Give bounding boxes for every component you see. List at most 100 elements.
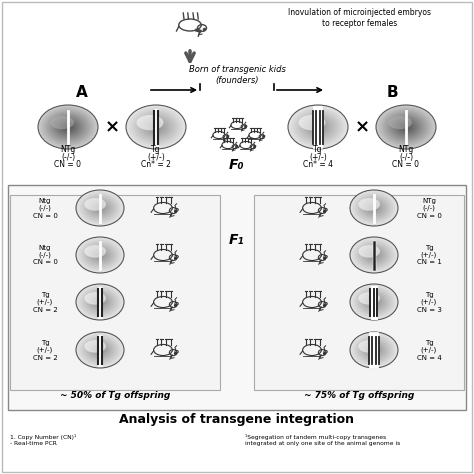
Ellipse shape [76,237,124,273]
Ellipse shape [395,119,417,135]
Ellipse shape [371,253,377,257]
Ellipse shape [65,125,71,129]
Text: CN = 0: CN = 0 [392,160,419,169]
Ellipse shape [397,120,415,134]
Ellipse shape [350,190,398,226]
Ellipse shape [126,105,186,149]
Ellipse shape [138,114,174,140]
Ellipse shape [39,106,97,148]
Ellipse shape [49,113,87,141]
Ellipse shape [372,206,376,210]
Ellipse shape [143,118,169,137]
Ellipse shape [83,290,117,315]
Ellipse shape [373,349,375,351]
Ellipse shape [80,335,120,365]
Ellipse shape [304,117,332,137]
Ellipse shape [80,193,120,223]
Ellipse shape [363,200,385,217]
Ellipse shape [357,290,391,315]
Ellipse shape [78,286,122,318]
Ellipse shape [297,111,339,142]
Ellipse shape [356,337,392,363]
Ellipse shape [315,125,321,129]
Ellipse shape [370,205,378,211]
Ellipse shape [356,241,392,269]
Ellipse shape [95,299,105,306]
Ellipse shape [91,343,109,356]
Text: Tg: Tg [41,292,49,298]
Ellipse shape [88,246,112,264]
Ellipse shape [381,109,431,146]
Ellipse shape [356,289,392,315]
FancyBboxPatch shape [8,185,466,410]
Ellipse shape [95,204,105,211]
Ellipse shape [97,347,103,352]
Text: (-/-): (-/-) [399,153,413,162]
Text: Tg: Tg [151,145,161,154]
Ellipse shape [301,115,335,139]
Ellipse shape [148,121,164,133]
Ellipse shape [147,120,165,134]
Ellipse shape [81,288,119,317]
Ellipse shape [356,195,392,221]
Text: (-/-): (-/-) [38,205,52,211]
Ellipse shape [296,111,340,143]
Text: (-/-): (-/-) [38,252,52,258]
Ellipse shape [149,122,163,132]
Ellipse shape [89,246,111,264]
Text: CN = 2: CN = 2 [33,355,57,361]
Ellipse shape [353,334,395,365]
Ellipse shape [78,333,122,367]
Ellipse shape [76,190,124,226]
Ellipse shape [372,348,376,352]
Ellipse shape [88,199,112,217]
Text: CN = 0: CN = 0 [55,160,82,169]
Ellipse shape [134,111,178,143]
Ellipse shape [139,115,173,139]
Ellipse shape [352,238,396,272]
Ellipse shape [84,243,116,267]
Ellipse shape [90,294,110,310]
Ellipse shape [369,251,379,259]
Ellipse shape [86,340,114,360]
Ellipse shape [79,239,121,271]
Ellipse shape [153,125,159,129]
Ellipse shape [385,111,427,142]
Ellipse shape [359,338,389,361]
Ellipse shape [82,337,118,363]
Ellipse shape [82,289,118,315]
Ellipse shape [91,201,109,215]
Ellipse shape [352,191,396,225]
Ellipse shape [288,105,348,149]
Text: Tg: Tg [425,245,433,250]
Ellipse shape [367,345,381,356]
Ellipse shape [86,198,114,218]
Ellipse shape [43,109,93,146]
Ellipse shape [89,293,111,310]
Ellipse shape [128,107,184,147]
Ellipse shape [360,340,388,360]
Ellipse shape [363,293,385,310]
Ellipse shape [84,196,116,220]
Ellipse shape [363,246,385,264]
Ellipse shape [83,242,117,268]
Ellipse shape [86,291,114,313]
Ellipse shape [358,245,380,258]
Ellipse shape [358,243,390,267]
Ellipse shape [56,118,80,136]
Ellipse shape [352,192,396,224]
Ellipse shape [144,118,168,136]
Ellipse shape [85,244,115,266]
Ellipse shape [364,247,384,263]
Ellipse shape [93,250,107,260]
Ellipse shape [93,345,106,355]
Ellipse shape [367,202,381,213]
Ellipse shape [92,344,108,356]
Ellipse shape [91,248,109,262]
Ellipse shape [360,339,388,361]
Ellipse shape [86,339,114,361]
Ellipse shape [373,301,375,303]
Ellipse shape [78,192,122,224]
Ellipse shape [84,290,116,314]
Ellipse shape [151,123,161,131]
